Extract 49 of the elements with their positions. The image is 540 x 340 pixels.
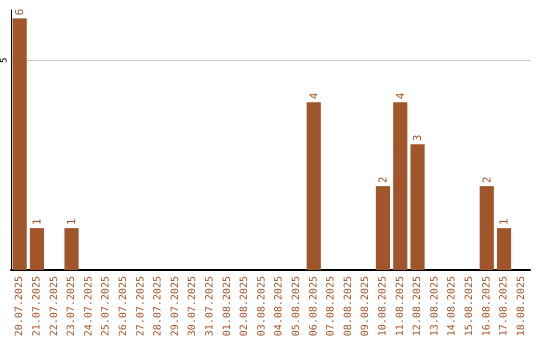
x-tick-label: 29.07.2025: [170, 276, 181, 336]
bar: [376, 186, 390, 270]
x-tick-label: 02.08.2025: [239, 276, 250, 336]
data-label: 4: [394, 92, 407, 100]
bar: [480, 186, 494, 270]
x-tick-label: 24.07.2025: [83, 276, 94, 336]
bar: [496, 228, 512, 270]
x-tick-label: 23.07.2025: [66, 276, 78, 336]
x-tick-label: 11.08.2025: [394, 276, 406, 336]
x-tick-label: 12.08.2025: [412, 276, 424, 336]
x-tick-label: 10.08.2025: [377, 276, 388, 336]
data-label: 1: [30, 218, 44, 226]
x-tick-label: 04.08.2025: [274, 276, 285, 336]
x-tick-label: 17.08.2025: [498, 276, 510, 336]
y-tick-label: 5: [0, 58, 10, 64]
x-tick-label: 27.07.2025: [135, 276, 146, 336]
bar: [393, 102, 408, 270]
x-tick-label: 31.07.2025: [204, 276, 216, 336]
data-label: 2: [376, 176, 390, 184]
x-tick-label: 01.08.2025: [222, 276, 233, 336]
data-label: 3: [411, 134, 424, 142]
data-label: 1: [65, 218, 78, 226]
x-tick-label: 08.08.2025: [342, 276, 354, 336]
x-tick-label: 28.07.2025: [152, 276, 164, 336]
x-tick-label: 05.08.2025: [290, 276, 302, 336]
x-tick-label: 26.07.2025: [118, 276, 129, 336]
bar: [30, 228, 44, 270]
bar: [64, 228, 79, 270]
data-label: 6: [13, 8, 26, 16]
data-label: 4: [307, 92, 320, 100]
x-tick-label: 21.07.2025: [31, 276, 42, 336]
data-label: 2: [480, 176, 494, 184]
data-label: 1: [498, 218, 511, 226]
bar: [410, 144, 425, 270]
x-tick-label: 18.08.2025: [516, 276, 527, 336]
x-tick-label: 14.08.2025: [446, 276, 458, 336]
x-tick-label: 07.08.2025: [326, 276, 337, 336]
x-tick-label: 30.07.2025: [187, 276, 198, 336]
x-tick-label: 13.08.2025: [429, 276, 440, 336]
x-tick-label: 06.08.2025: [308, 276, 320, 336]
x-tick-label: 20.07.2025: [14, 276, 26, 336]
bar: [12, 18, 27, 270]
x-tick-label: 25.07.2025: [100, 276, 112, 336]
x-tick-label: 22.07.2025: [48, 276, 60, 336]
x-tick-label: 15.08.2025: [464, 276, 475, 336]
bar: [306, 102, 321, 270]
x-tick-label: 03.08.2025: [256, 276, 268, 336]
x-tick-label: 16.08.2025: [481, 276, 492, 336]
x-tick-label: 09.08.2025: [360, 276, 372, 336]
